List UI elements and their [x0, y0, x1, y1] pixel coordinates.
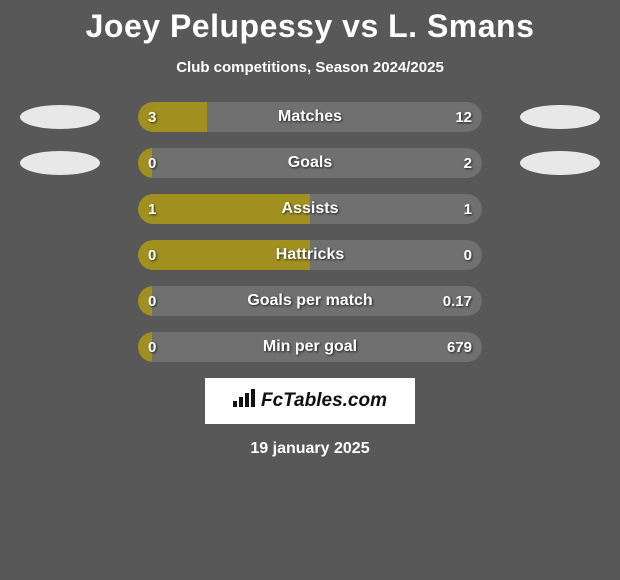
player2-name: L. Smans	[388, 8, 534, 44]
stat-left-value: 0	[148, 339, 156, 356]
stats-chart: 3 12 Matches 0 2 Goals 1 1 Assists 0 0 Hattricks 0 0.…	[0, 102, 620, 362]
date-text: 19 january 2025	[250, 440, 369, 458]
stat-row: 0 679 Min per goal	[0, 332, 620, 362]
player1-badge	[20, 151, 100, 175]
player1-name: Joey Pelupessy	[86, 8, 333, 44]
stat-row: 0 0 Hattricks	[0, 240, 620, 270]
stat-right-value: 679	[447, 339, 472, 356]
stat-right-value: 2	[464, 155, 472, 172]
stat-left-value: 3	[148, 109, 156, 126]
stat-right-value: 12	[455, 109, 472, 126]
stat-left-value: 0	[148, 293, 156, 310]
stat-row: 3 12 Matches	[0, 102, 620, 132]
logo-box: FcTables.com	[205, 378, 415, 424]
stat-row: 0 2 Goals	[0, 148, 620, 178]
stat-right-value: 1	[464, 201, 472, 218]
stat-label: Hattricks	[276, 246, 344, 264]
stat-label: Goals per match	[247, 292, 372, 310]
stat-left-value: 0	[148, 247, 156, 264]
stat-left-value: 1	[148, 201, 156, 218]
player1-badge	[20, 105, 100, 129]
stat-right-value: 0.17	[443, 293, 472, 310]
comparison-title: Joey Pelupessy vs L. Smans	[86, 8, 535, 45]
stat-row: 1 1 Assists	[0, 194, 620, 224]
stat-label: Assists	[282, 200, 339, 218]
stat-row: 0 0.17 Goals per match	[0, 286, 620, 316]
player2-badge	[520, 151, 600, 175]
stat-label: Matches	[278, 108, 342, 126]
stat-right-value: 0	[464, 247, 472, 264]
subtitle: Club competitions, Season 2024/2025	[176, 59, 444, 76]
bar-right-fill	[207, 102, 482, 132]
chart-icon	[233, 389, 255, 413]
stat-label: Min per goal	[263, 338, 357, 356]
stat-left-value: 0	[148, 155, 156, 172]
player2-badge	[520, 105, 600, 129]
stat-label: Goals	[288, 154, 332, 172]
vs-text: vs	[342, 8, 379, 44]
logo-text: FcTables.com	[261, 390, 387, 412]
